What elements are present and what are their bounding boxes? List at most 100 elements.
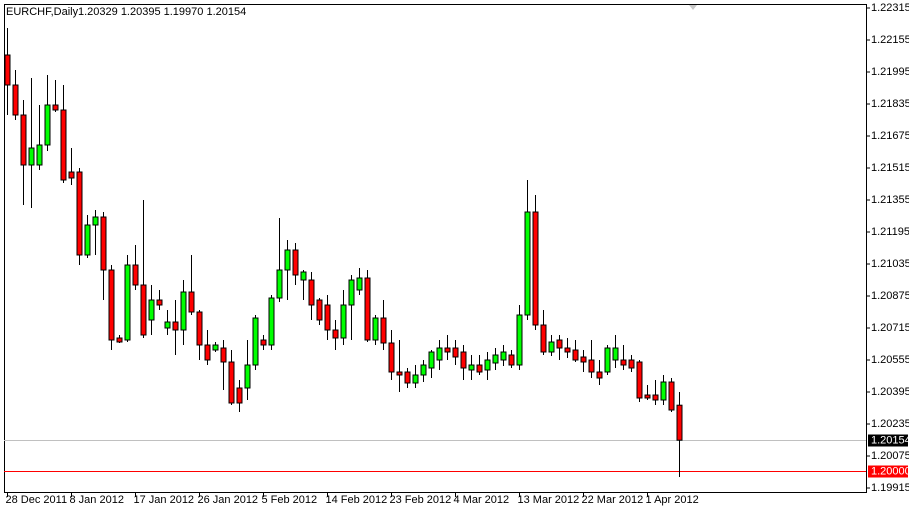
candle-body	[140, 284, 147, 336]
candle-body	[372, 317, 379, 341]
candle-body	[436, 347, 443, 361]
x-tick-label: 4 Mar 2012	[454, 494, 510, 506]
candle-body	[172, 321, 179, 331]
candle-body	[580, 356, 587, 363]
candle-body	[620, 359, 627, 366]
candle-body	[28, 147, 35, 166]
candle-body	[196, 311, 203, 346]
x-tick-label: 1 Apr 2012	[646, 494, 699, 506]
candle-body	[252, 317, 259, 366]
candle-body	[612, 347, 619, 361]
y-tick-label: 1.20075	[871, 450, 909, 462]
candle-body	[420, 364, 427, 376]
candle-body	[644, 394, 651, 399]
candle-body	[100, 216, 107, 271]
y-tick-label: 1.20235	[871, 418, 909, 430]
price-label-box	[868, 434, 908, 447]
candle-body	[492, 354, 499, 364]
candle-body	[380, 317, 387, 344]
candle-body	[236, 387, 243, 404]
candle-body	[300, 271, 307, 281]
candle-body	[276, 269, 283, 299]
candle-body	[148, 299, 155, 321]
candle-body	[404, 371, 411, 384]
candle-body	[572, 349, 579, 361]
candle-body	[60, 109, 67, 181]
candle-body	[188, 291, 195, 313]
candle-body	[268, 297, 275, 346]
candle-body	[12, 84, 19, 116]
candle-body	[588, 359, 595, 373]
candle-body	[476, 364, 483, 373]
candle-body	[444, 347, 451, 353]
candle-body	[52, 104, 59, 111]
candle-body	[68, 171, 75, 179]
y-tick-label: 1.19915	[871, 482, 909, 494]
candle-body	[260, 339, 267, 346]
candle-body	[284, 249, 291, 271]
y-tick-label: 1.21675	[871, 130, 909, 142]
candle-body	[596, 371, 603, 379]
y-tick-label: 1.21195	[871, 226, 909, 238]
x-tick-label: 22 Mar 2012	[582, 494, 644, 506]
candle-body	[548, 341, 555, 353]
candle-body	[356, 277, 363, 291]
candle-body	[636, 361, 643, 399]
candle-body	[364, 277, 371, 341]
plot-frame	[4, 4, 867, 493]
y-tick-label: 1.20555	[871, 354, 909, 366]
x-tick-label: 14 Feb 2012	[326, 494, 388, 506]
candle-body	[108, 269, 115, 341]
candle-body	[92, 216, 99, 226]
candle-body	[460, 351, 467, 369]
y-tick-label: 1.21355	[871, 194, 909, 206]
x-tick-label: 23 Feb 2012	[390, 494, 452, 506]
candle-body	[468, 364, 475, 371]
candle-body	[652, 394, 659, 401]
candle-body	[4, 54, 11, 86]
candle-body	[604, 347, 611, 373]
candle-body	[508, 354, 515, 366]
candle-body	[452, 347, 459, 358]
price-label: 1.20154	[871, 434, 909, 446]
candle-body	[244, 364, 251, 389]
y-tick-label: 1.22155	[871, 34, 909, 46]
x-tick-label: 28 Dec 2011	[6, 494, 68, 506]
candle-body	[660, 381, 667, 401]
y-tick-label: 1.21515	[871, 162, 909, 174]
y-tick-label: 1.21835	[871, 98, 909, 110]
candle-body	[76, 171, 83, 256]
candle-body	[412, 374, 419, 384]
candle-body	[316, 299, 323, 321]
candle-body	[332, 329, 339, 339]
y-tick-label: 1.20875	[871, 290, 909, 302]
x-tick-label: 17 Jan 2012	[134, 494, 195, 506]
candle-body	[116, 337, 123, 343]
candle-body	[340, 304, 347, 339]
candle-body	[204, 344, 211, 361]
candle-body	[484, 359, 491, 371]
candle-body	[668, 381, 675, 411]
price-label: 1.20000	[871, 465, 909, 477]
candle-body	[228, 361, 235, 404]
candle-body	[628, 359, 635, 369]
candle-body	[212, 344, 219, 351]
candle-body	[348, 279, 355, 306]
candle-body	[36, 144, 43, 166]
price-label-box	[868, 465, 908, 478]
candle-body	[132, 264, 139, 286]
x-tick-label: 5 Feb 2012	[262, 494, 318, 506]
candle-body	[324, 304, 331, 331]
candle-body	[44, 104, 51, 146]
y-tick-label: 1.20715	[871, 322, 909, 334]
x-tick-label: 13 Mar 2012	[518, 494, 580, 506]
y-tick-label: 1.22315	[871, 2, 909, 14]
candle-body	[540, 324, 547, 353]
y-tick-label: 1.21995	[871, 66, 909, 78]
candle-body	[124, 264, 131, 341]
candle-body	[564, 347, 571, 353]
candle-body	[292, 249, 299, 276]
